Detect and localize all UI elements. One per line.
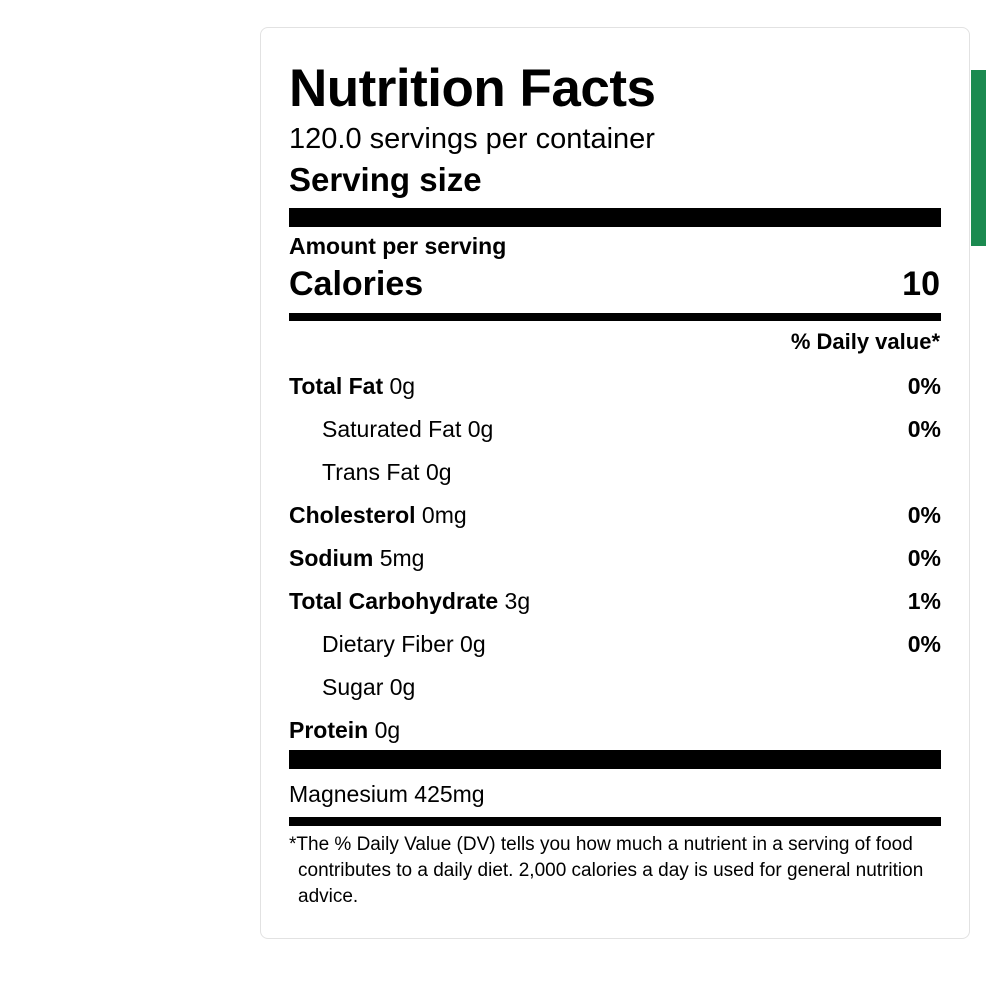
daily-value: 0% xyxy=(907,416,941,442)
nutrient-name: Total Fat xyxy=(289,373,384,399)
divider xyxy=(289,313,941,321)
nutrient-name: Sodium xyxy=(289,545,374,571)
nutrient-amount: 0mg xyxy=(421,502,467,528)
nutrient-name: Dietary Fiber xyxy=(322,631,454,657)
nutrient-row: Dietary Fiber 0g 0% xyxy=(322,629,941,659)
daily-value: 0% xyxy=(907,373,941,399)
nutrient-name: Protein xyxy=(289,717,369,743)
title: Nutrition Facts xyxy=(289,59,656,118)
nutrient-name: Sugar xyxy=(322,674,384,700)
nutrient-row: Total Carbohydrate 3g 1% xyxy=(289,586,941,616)
divider xyxy=(289,208,941,227)
daily-value: 0% xyxy=(907,502,941,528)
daily-value: 0% xyxy=(907,631,941,657)
nutrient-row: Sodium 5mg 0% xyxy=(289,543,941,573)
nutrient-name: Cholesterol xyxy=(289,502,416,528)
vitamin: Magnesium 425mg xyxy=(289,781,485,807)
accent-bar xyxy=(971,70,986,246)
calories-label: Calories xyxy=(289,265,424,303)
calories-value: 10 xyxy=(902,265,940,303)
nutrient-amount: 0g xyxy=(460,631,486,657)
daily-value: 0% xyxy=(907,545,941,571)
serving-size: Serving size xyxy=(289,161,482,198)
nutrient-amount: 5mg xyxy=(379,545,425,571)
nutrient-row: Protein 0g xyxy=(289,715,941,745)
servings: 120.0 servings per container xyxy=(289,123,655,155)
nutrient-row: Total Fat 0g 0% xyxy=(289,371,941,401)
nutrient-name: Saturated Fat xyxy=(322,416,462,442)
nutrient-amount: 0g xyxy=(425,459,452,485)
nutrient-amount: 0g xyxy=(389,674,416,700)
nutrient-row: Trans Fat 0g xyxy=(322,457,941,487)
daily-value: 1% xyxy=(907,588,941,614)
daily-value-header: % Daily value* xyxy=(790,329,940,354)
nutrient-amount: 0g xyxy=(389,373,416,399)
nutrient-name: Trans Fat xyxy=(322,459,420,485)
label-card xyxy=(260,27,970,939)
nutrient-row: Sugar 0g xyxy=(322,672,941,702)
nutrient-amount: 0g xyxy=(467,416,494,442)
divider xyxy=(289,817,941,826)
divider xyxy=(289,750,941,769)
nutrient-amount: 3g xyxy=(504,588,531,614)
nutrient-name: Total Carbohydrate xyxy=(289,588,499,614)
nutrient-row: Cholesterol 0mg 0% xyxy=(289,500,941,530)
nutrient-amount: 0g xyxy=(374,717,401,743)
footnote: *The % Daily Value (DV) tells you how mu… xyxy=(289,834,924,907)
amount-per-serving: Amount per serving xyxy=(289,233,507,259)
nutrient-row: Saturated Fat 0g 0% xyxy=(322,414,941,444)
